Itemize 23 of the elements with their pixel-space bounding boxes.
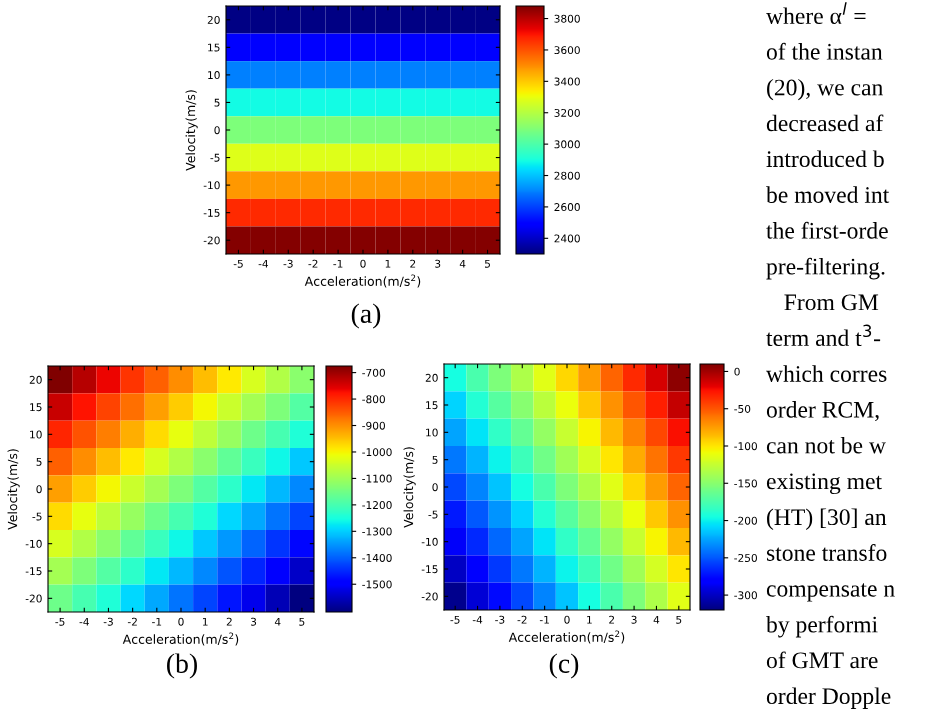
text: pre-filtering. <box>766 257 885 280</box>
text: can not be w <box>766 436 886 454</box>
text: stone transfo <box>766 544 887 561</box>
text: introduced b <box>766 150 884 168</box>
text: (a) <box>351 303 381 329</box>
text: of GMT are <box>766 651 878 669</box>
text: of the instan <box>766 42 883 60</box>
text: From GM <box>784 294 879 311</box>
text: (c) <box>549 653 579 679</box>
text: where α$^{l}$ = <box>766 2 866 25</box>
text: be moved int <box>766 186 890 203</box>
text: the first-orde <box>766 221 888 239</box>
text: (b) <box>167 653 197 679</box>
text: decreased af <box>766 114 884 132</box>
text: (HT) [30] an <box>767 508 887 530</box>
text: by performi <box>766 615 878 638</box>
text: term and t$^{3}$- <box>766 324 881 347</box>
text: order RCM, <box>766 401 879 422</box>
text: existing met <box>766 473 882 495</box>
text: compensate n <box>766 583 895 602</box>
text: (20), we can <box>767 78 883 101</box>
text: order Dopple <box>766 687 891 709</box>
text: which corres <box>766 365 887 382</box>
